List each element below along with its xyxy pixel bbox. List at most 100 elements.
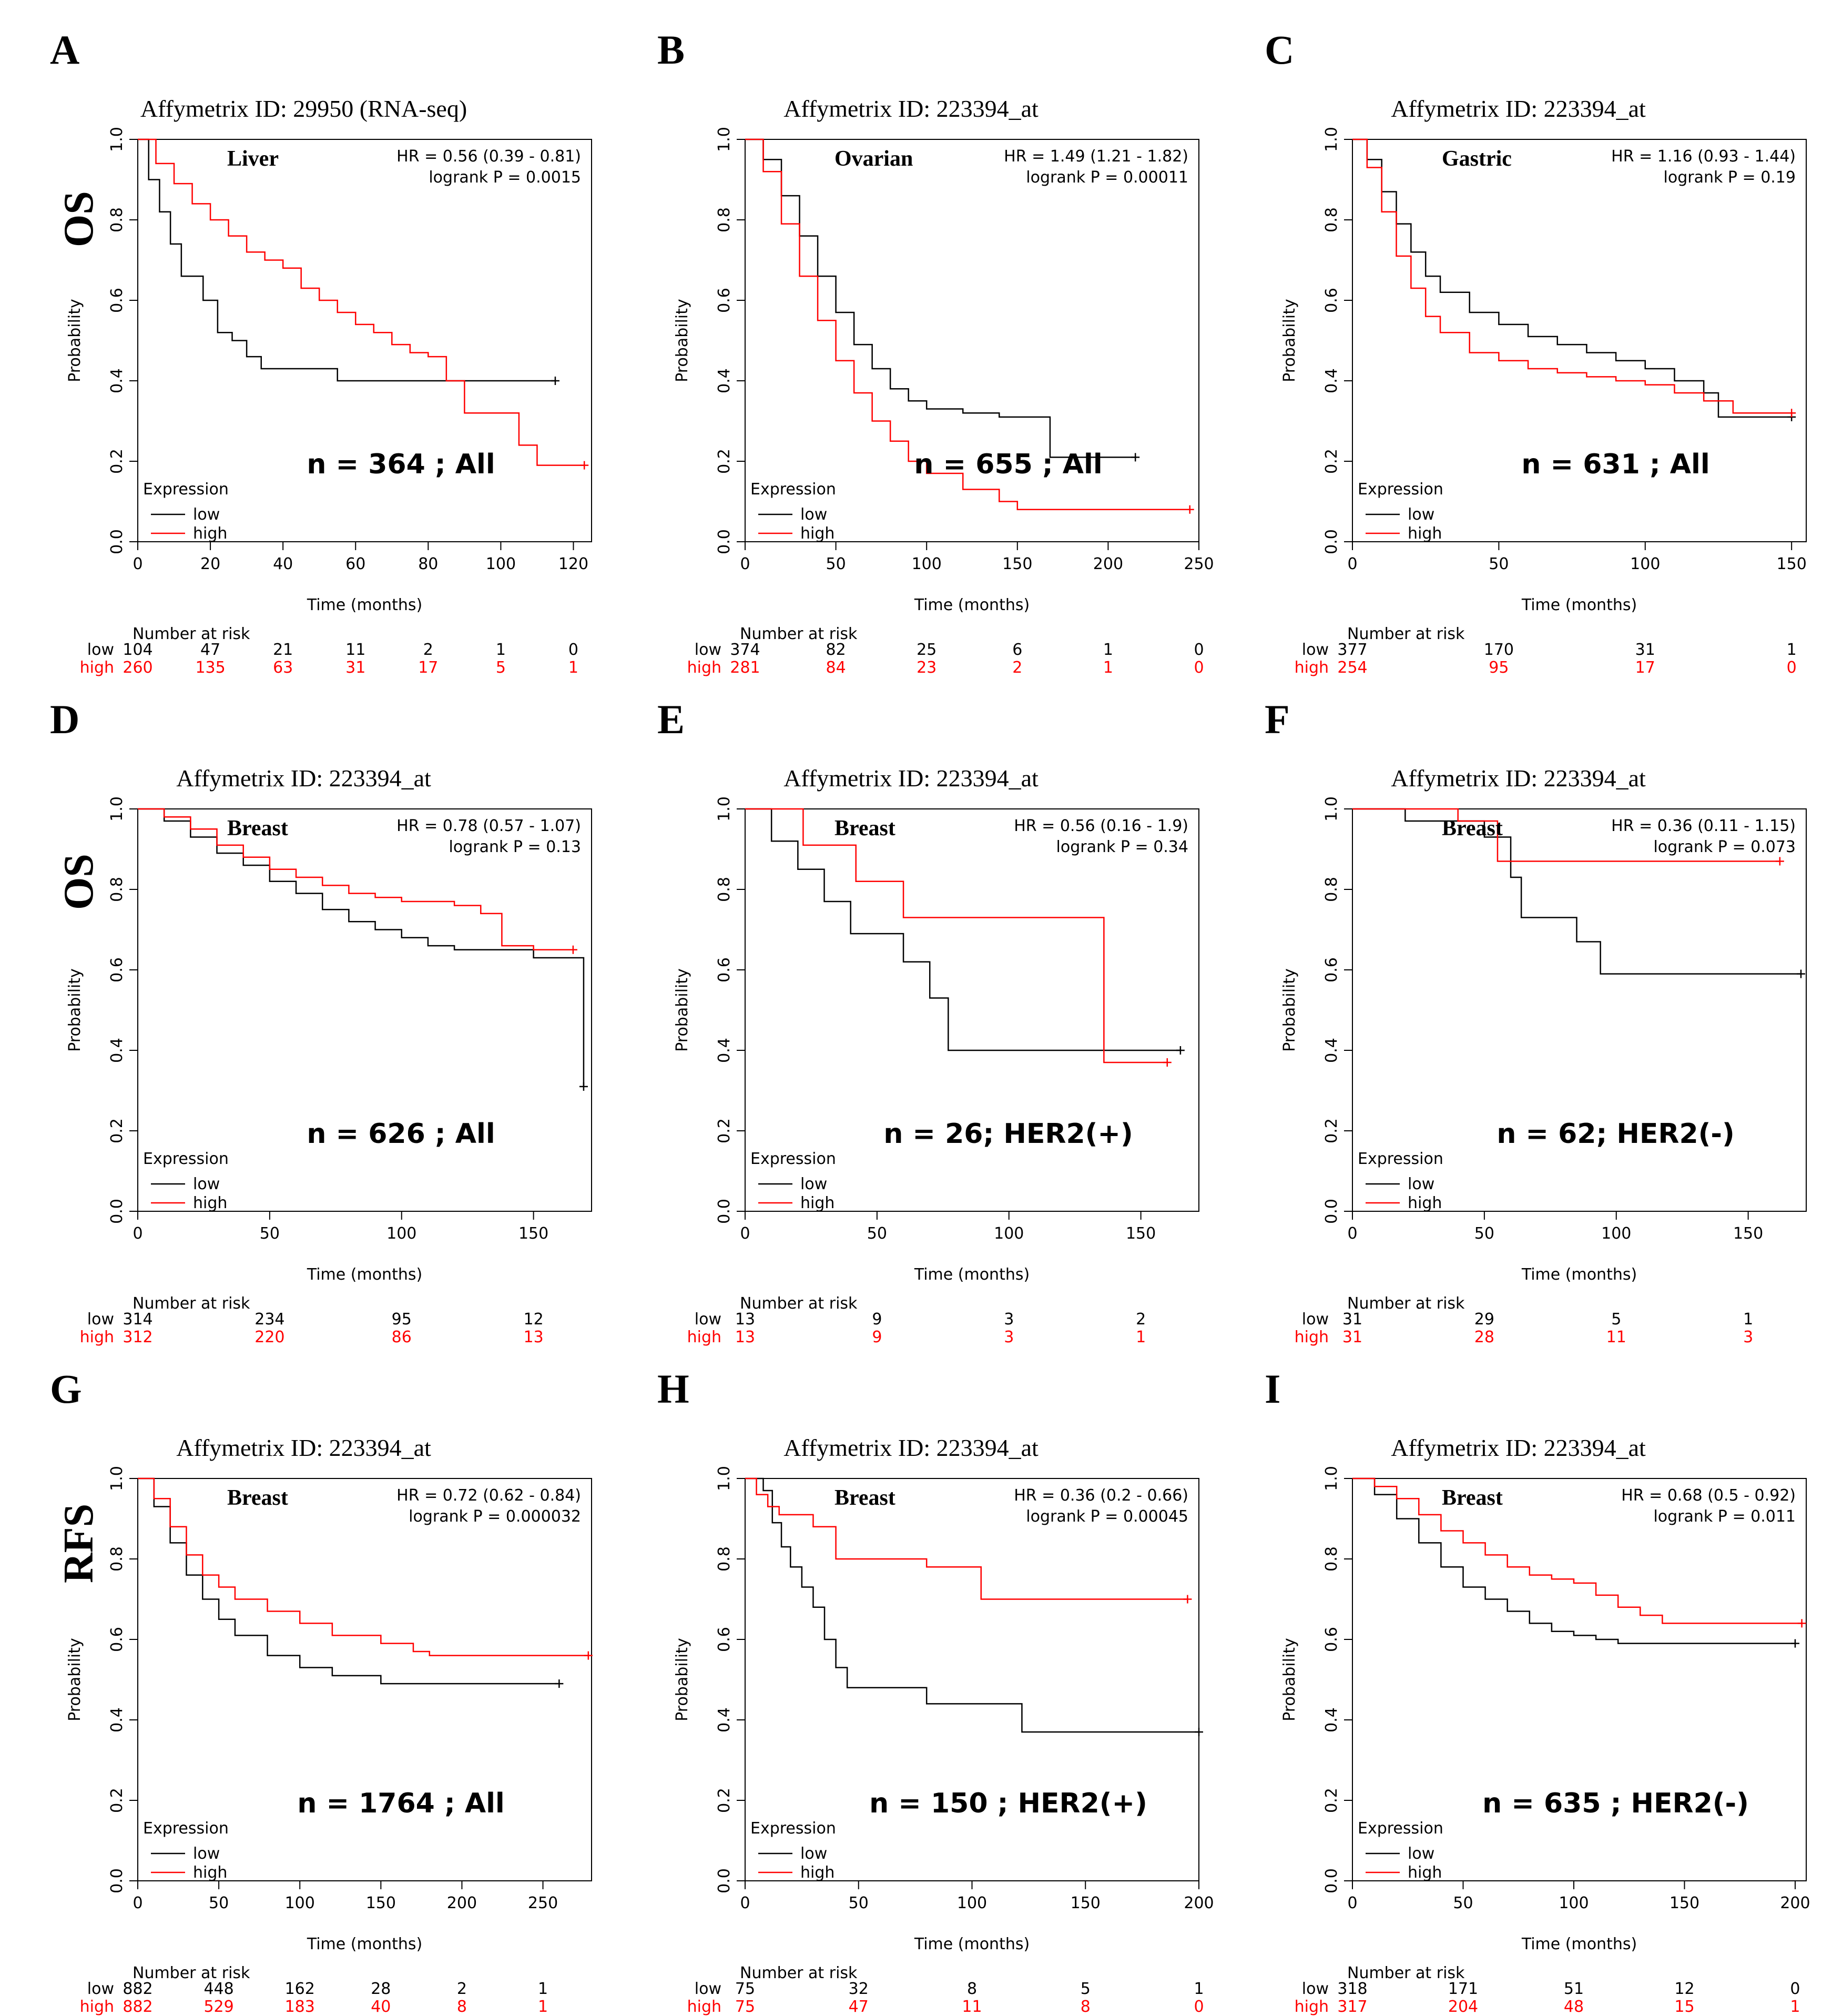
panel-g-legend-title: Expression (143, 1819, 229, 1838)
panel-b-ytick-label: 0.6 (715, 288, 734, 313)
panel-g: G Affymetrix ID: 223394_at 0 50 100 150 200 250… (0, 1339, 607, 2016)
panel-e-xtick-label: 0 (740, 1224, 750, 1243)
panel-e-ytick-label: 0.0 (715, 1199, 734, 1224)
panel-i-censor-mark-high (1797, 1619, 1806, 1628)
panel-g-xtick-label: 50 (209, 1894, 229, 1912)
panel-c-ytick-label: 0.4 (1322, 368, 1341, 393)
panel-e-xlabel: Time (months) (914, 1265, 1030, 1284)
panel-d-xlabel: Time (months) (307, 1265, 422, 1284)
panel-i: I Affymetrix ID: 223394_at 0 50 100 150 200 0.0… (1215, 1339, 1822, 2016)
panel-b-xlabel: Time (months) (914, 596, 1030, 614)
panel-f-logrank: logrank P = 0.073 (1653, 838, 1796, 856)
panel-c-legend-label-low: low (1408, 505, 1434, 524)
panel-a-xtick-label: 100 (486, 555, 516, 573)
panel-b-curve-low (745, 138, 1136, 458)
panel-a-title: Affymetrix ID: 29950 (RNA-seq) (140, 95, 467, 122)
panel-d-hr: HR = 0.78 (0.57 - 1.07) (396, 817, 581, 835)
panel-a-plot-frame (137, 139, 592, 542)
panel-a-logrank: logrank P = 0.0015 (429, 168, 581, 187)
panel-e: E Affymetrix ID: 223394_at 0 50 100 150 0.0 0.2… (607, 670, 1215, 1346)
panel-b-censor-mark-high (1185, 505, 1194, 514)
panel-i-letter: I (1265, 1366, 1281, 1412)
panel-b-letter: B (657, 27, 685, 73)
panel-f-ytick-label: 0.0 (1322, 1199, 1341, 1224)
panel-a-ylabel: Probability (66, 299, 84, 382)
panel-i-xtick-label: 150 (1670, 1894, 1699, 1912)
panel-c-ytick-label: 0.0 (1322, 529, 1341, 554)
panel-i-ytick-label: 0.4 (1322, 1707, 1341, 1733)
panel-g-xlabel: Time (months) (307, 1935, 422, 1953)
panel-c-title: Affymetrix ID: 223394_at (1391, 95, 1646, 122)
panel-d-ytick-label: 0.2 (108, 1118, 126, 1143)
panel-b-xtick-label: 250 (1184, 555, 1214, 573)
panel-e-curve-high (745, 808, 1167, 1063)
panel-i-legend-label-low: low (1408, 1845, 1434, 1863)
panel-a-ytick-label: 0.4 (108, 368, 126, 393)
panel-a-xtick-label: 0 (133, 555, 142, 573)
panel-g-ytick-label: 0.8 (108, 1546, 126, 1572)
panel-f-ytick-label: 0.2 (1322, 1118, 1341, 1143)
panel-f-legend-label-high: high (1408, 1194, 1442, 1212)
panel-f-ylabel: Probability (1280, 968, 1299, 1052)
panel-i-n-label: n = 635 ; HER2(-) (1482, 1788, 1749, 1819)
panel-b-curve-high (745, 138, 1190, 511)
panel-d-censor-mark-high (568, 945, 577, 954)
panel-g-xtick-label: 100 (285, 1894, 315, 1912)
panel-a-xlabel: Time (months) (307, 596, 422, 614)
panel-i-xtick-label: 50 (1453, 1894, 1473, 1912)
panel-b-hr: HR = 1.49 (1.21 - 1.82) (1004, 147, 1188, 166)
panel-f-censor-mark-high (1775, 857, 1784, 866)
panel-b-plot-frame (745, 139, 1199, 542)
panel-g-legend-label-low: low (193, 1845, 220, 1863)
panel-g-ytick-label: 0.4 (108, 1707, 126, 1733)
panel-g-plot: 0 50 100 150 200 250 0.0 0.2 0.4 0.6 0.8 1.0 Probabi… (66, 1466, 593, 1953)
panel-h-ylabel: Probability (673, 1638, 691, 1721)
panel-d-legend-label-high: high (193, 1194, 227, 1212)
panel-c-legend-title: Expression (1358, 480, 1443, 499)
panel-i-curve-low (1352, 1477, 1795, 1644)
panel-c-xtick-label: 50 (1489, 555, 1509, 573)
panel-c-ytick-label: 0.6 (1322, 288, 1341, 313)
panel-e-ylabel: Probability (673, 968, 691, 1052)
panel-f-ytick-label: 1.0 (1322, 796, 1341, 822)
panel-b: B Affymetrix ID: 223394_at 0 50 100 150 200 250… (607, 0, 1215, 677)
panel-h-hr: HR = 0.36 (0.2 - 0.66) (1014, 1486, 1188, 1505)
panel-g-ylabel: Probability (66, 1638, 84, 1721)
panel-d-letter: D (50, 696, 80, 742)
panel-b-ylabel: Probability (673, 299, 691, 382)
panel-i-tissue: Breast (1442, 1486, 1503, 1510)
panel-c-tissue: Gastric (1442, 147, 1512, 171)
panel-a-xtick-label: 80 (418, 555, 438, 573)
panel-f-ytick-label: 0.6 (1322, 957, 1341, 982)
panel-c-ytick-label: 0.2 (1322, 449, 1341, 474)
panel-h-tissue: Breast (834, 1486, 895, 1510)
panel-c-xtick-label: 100 (1630, 555, 1660, 573)
panel-g-xtick-label: 150 (366, 1894, 396, 1912)
panel-e-ytick-label: 0.2 (715, 1118, 734, 1143)
panel-b-xtick-label: 150 (1002, 555, 1032, 573)
panel-e-xtick-label: 50 (867, 1224, 887, 1243)
panel-h-legend-label-high: high (800, 1863, 834, 1882)
panel-a-censor-mark-high (580, 461, 589, 470)
panel-a-ytick-label: 0.2 (108, 449, 126, 474)
panel-g-ytick-label: 1.0 (108, 1466, 126, 1491)
panel-b-ytick-label: 0.0 (715, 529, 734, 554)
panel-h-title: Affymetrix ID: 223394_at (783, 1434, 1039, 1461)
panel-b-legend-label-high: high (800, 524, 834, 543)
panel-c-ytick-label: 1.0 (1322, 127, 1341, 152)
panel-f-xlabel: Time (months) (1521, 1265, 1637, 1284)
panel-f-tissue: Breast (1442, 816, 1503, 840)
panel-e-legend-title: Expression (750, 1150, 836, 1168)
panel-g-title: Affymetrix ID: 223394_at (176, 1434, 431, 1461)
panel-h-ytick-label: 1.0 (715, 1466, 734, 1491)
panel-c-legend-label-high: high (1408, 524, 1442, 543)
panel-a-ytick-label: 0.0 (108, 529, 126, 554)
panel-g-censor-mark-high (584, 1651, 593, 1660)
panel-i-ytick-label: 0.8 (1322, 1546, 1341, 1572)
panel-d-legend-label-low: low (193, 1175, 220, 1193)
panel-g-plot-frame (137, 1478, 592, 1881)
panel-h-ytick-label: 0.4 (715, 1707, 734, 1733)
panel-d-logrank: logrank P = 0.13 (449, 838, 581, 856)
panel-h-ytick-label: 0.0 (715, 1868, 734, 1893)
